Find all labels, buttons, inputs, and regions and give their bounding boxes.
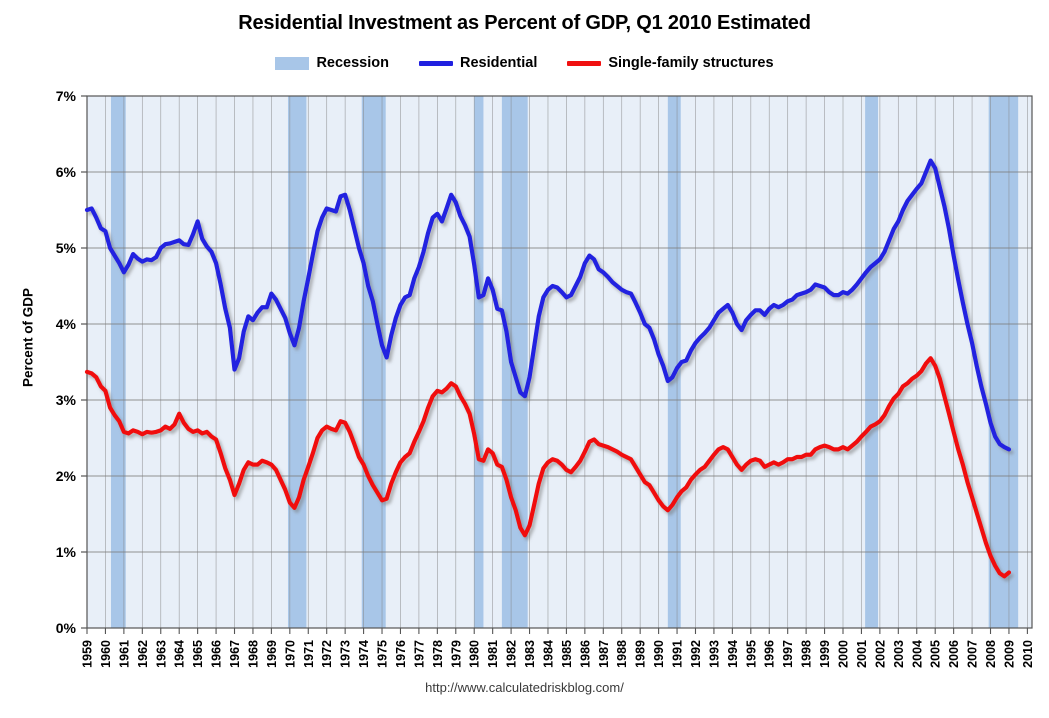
legend-label-residential: Residential xyxy=(460,55,538,71)
y-axis: 0% 1% 2% 3% 4% 5% 6% 7% xyxy=(56,88,87,636)
x-tick-label: 1995 xyxy=(744,640,758,668)
y-tick-label: 7% xyxy=(56,88,77,104)
x-tick-label: 1964 xyxy=(173,640,187,668)
x-tick-label: 1985 xyxy=(560,640,574,668)
x-tick-label: 1959 xyxy=(81,640,95,668)
x-tick-label: 1983 xyxy=(523,640,537,668)
x-tick-label: 1978 xyxy=(431,640,445,668)
chart-title: Residential Investment as Percent of GDP… xyxy=(238,12,811,34)
footer-url: http://www.calculatedriskblog.com/ xyxy=(425,680,624,695)
y-tick-label: 3% xyxy=(56,392,77,408)
x-tick-label: 2000 xyxy=(837,640,851,668)
recession-band xyxy=(865,96,879,628)
x-tick-label: 1986 xyxy=(578,640,592,668)
series-line-single-family-structures xyxy=(84,356,1012,579)
x-tick-label: 1988 xyxy=(615,640,629,668)
x-tick-label: 2004 xyxy=(910,640,924,668)
x-tick-label: 1962 xyxy=(136,640,150,668)
x-tick-label: 1973 xyxy=(339,640,353,668)
x-tick-label: 1987 xyxy=(597,640,611,668)
x-tick-label: 1999 xyxy=(818,640,832,668)
x-tick-label: 1961 xyxy=(117,640,131,668)
legend-label-single-family: Single-family structures xyxy=(608,55,774,71)
y-tick-label: 0% xyxy=(56,620,77,636)
recession-band xyxy=(988,96,1019,628)
recession-band xyxy=(667,96,681,628)
x-tick-label: 1996 xyxy=(763,640,777,668)
x-tick-label: 1966 xyxy=(210,640,224,668)
vertical-gridlines xyxy=(105,96,1028,628)
x-tick-label: 1974 xyxy=(357,640,371,668)
single-family-line-swatch-icon xyxy=(567,60,602,66)
x-tick-label: 2006 xyxy=(947,640,961,668)
chart-legend: Recession Residential Single-family stru… xyxy=(0,55,1049,71)
x-tick-label: 1990 xyxy=(652,640,666,668)
x-tick-label: 1982 xyxy=(505,640,519,668)
x-tick-label: 1977 xyxy=(412,640,426,668)
x-tick-label: 1967 xyxy=(228,640,242,668)
x-tick-label: 1968 xyxy=(246,640,260,668)
plot-background xyxy=(87,96,1032,628)
x-tick-label: 1997 xyxy=(781,640,795,668)
legend-item-residential: Residential xyxy=(419,55,537,71)
x-tick-label: 1993 xyxy=(707,640,721,668)
x-tick-label: 1994 xyxy=(726,640,740,668)
y-tick-label: 6% xyxy=(56,164,77,180)
legend-label-recession: Recession xyxy=(316,55,389,71)
y-tick-label: 4% xyxy=(56,316,77,332)
x-tick-label: 1991 xyxy=(671,640,685,668)
recession-band xyxy=(501,96,528,628)
x-tick-label: 2002 xyxy=(873,640,887,668)
x-tick-label: 2001 xyxy=(855,640,869,668)
legend-item-single-family: Single-family structures xyxy=(567,55,774,71)
x-tick-label: 1976 xyxy=(394,640,408,668)
recession-band xyxy=(287,96,307,628)
x-tick-label: 1975 xyxy=(376,640,390,668)
series-line-residential xyxy=(84,158,1012,452)
x-tick-label: 1971 xyxy=(302,640,316,668)
x-tick-label: 1981 xyxy=(486,640,500,668)
x-tick-label: 2005 xyxy=(929,640,943,668)
x-tick-label: 2009 xyxy=(1002,640,1016,668)
recession-band xyxy=(110,96,126,628)
x-tick-label: 2008 xyxy=(984,640,998,668)
y-tick-label: 1% xyxy=(56,544,77,560)
recession-swatch-icon xyxy=(275,56,310,70)
x-tick-label: 2010 xyxy=(1021,640,1035,668)
x-tick-label: 1984 xyxy=(541,640,555,668)
x-tick-label: 1969 xyxy=(265,640,279,668)
x-tick-label: 1989 xyxy=(634,640,648,668)
x-axis: 1959 1960 1961 1962 1963 1964 1965 1966 1967 1968… xyxy=(81,628,1035,668)
x-tick-label: 1965 xyxy=(191,640,205,668)
y-tick-label: 2% xyxy=(56,468,77,484)
x-tick-label: 1960 xyxy=(99,640,113,668)
x-tick-label: 1979 xyxy=(449,640,463,668)
x-tick-label: 1992 xyxy=(689,640,703,668)
x-tick-label: 1998 xyxy=(800,640,814,668)
legend-item-recession: Recession xyxy=(275,55,389,71)
residential-line-swatch-icon xyxy=(419,60,453,66)
y-tick-label: 5% xyxy=(56,240,77,256)
x-tick-label: 1972 xyxy=(320,640,334,668)
recession-band xyxy=(474,96,484,628)
x-tick-label: 1963 xyxy=(154,640,168,668)
x-tick-label: 2003 xyxy=(892,640,906,668)
x-tick-label: 1970 xyxy=(283,640,297,668)
x-tick-label: 2007 xyxy=(966,640,980,668)
x-tick-label: 1980 xyxy=(468,640,482,668)
plot-border xyxy=(86,95,1033,629)
